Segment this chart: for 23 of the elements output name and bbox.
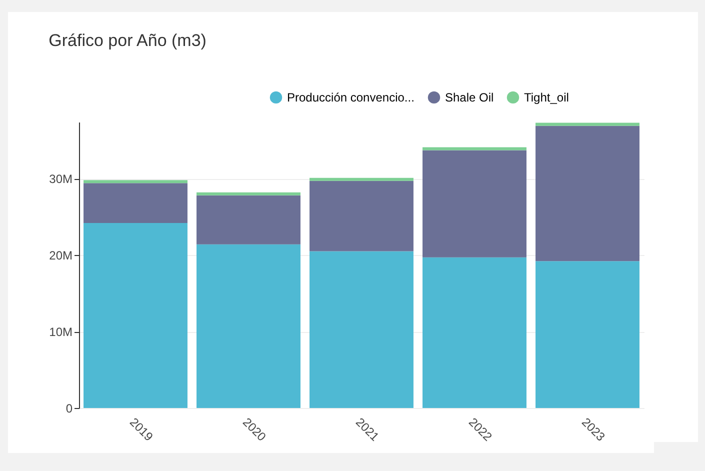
y-tick-label: 30M xyxy=(49,172,73,186)
bar xyxy=(84,180,188,184)
bar xyxy=(310,251,414,408)
legend-label: Tight_oil xyxy=(524,90,569,104)
bar xyxy=(310,178,414,181)
bar xyxy=(84,222,188,408)
legend-label: Producción convencio... xyxy=(287,90,414,104)
legend-label: Shale Oil xyxy=(445,90,494,104)
bar xyxy=(196,244,300,408)
bar xyxy=(422,150,526,258)
y-tick-label: 0 xyxy=(66,402,73,416)
bar xyxy=(196,195,300,244)
bar xyxy=(422,257,526,408)
chart-title: Gráfico por Año (m3) xyxy=(48,31,206,50)
bar xyxy=(84,183,188,223)
bar xyxy=(536,122,640,126)
bar xyxy=(196,192,300,196)
y-tick-label: 10M xyxy=(49,325,73,340)
bar xyxy=(536,261,640,408)
bar xyxy=(536,126,640,262)
bar xyxy=(422,147,526,150)
bar xyxy=(310,180,414,252)
y-tick-label: 20M xyxy=(49,248,73,263)
